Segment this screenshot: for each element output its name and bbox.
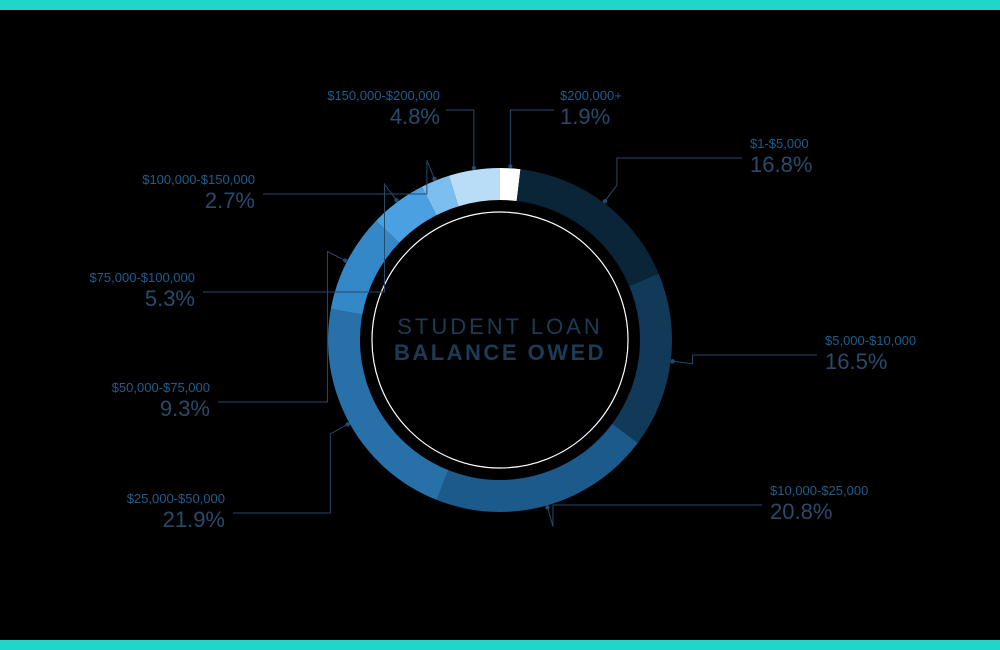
segment-pct-label: 2.7% bbox=[205, 188, 255, 213]
leader-line bbox=[233, 424, 348, 513]
segment-range-label: $100,000-$150,000 bbox=[142, 172, 255, 187]
segment-range-label: $50,000-$75,000 bbox=[112, 380, 210, 395]
leader-line bbox=[605, 158, 742, 201]
segment-range-label: $25,000-$50,000 bbox=[127, 491, 225, 506]
chart-title-line1: STUDENT LOAN bbox=[397, 314, 603, 339]
leader-dot bbox=[603, 199, 607, 203]
segment-range-label: $1-$5,000 bbox=[750, 136, 809, 151]
segment-pct-label: 21.9% bbox=[163, 507, 225, 532]
segment-pct-label: 5.3% bbox=[145, 286, 195, 311]
segment-pct-label: 20.8% bbox=[770, 499, 832, 524]
leader-dot bbox=[472, 166, 476, 170]
segment-pct-label: 16.5% bbox=[825, 349, 887, 374]
leader-line bbox=[547, 505, 762, 527]
segment-range-label: $200,000+ bbox=[560, 88, 622, 103]
segment-range-label: $5,000-$10,000 bbox=[825, 333, 916, 348]
leader-dot bbox=[346, 422, 350, 426]
leader-dot bbox=[394, 198, 398, 202]
leader-line bbox=[510, 110, 554, 166]
leader-line bbox=[218, 251, 345, 402]
leader-dot bbox=[508, 164, 512, 168]
donut-segment bbox=[437, 424, 638, 512]
segment-pct-label: 4.8% bbox=[390, 104, 440, 129]
leader-dot bbox=[343, 258, 347, 262]
leader-dot bbox=[432, 177, 436, 181]
chart-frame: STUDENT LOANBALANCE OWED $200,000+1.9% $1-… bbox=[0, 0, 1000, 650]
leader-line bbox=[263, 160, 434, 194]
chart-title-line2: BALANCE OWED bbox=[394, 340, 606, 365]
leader-line bbox=[673, 355, 817, 364]
leader-dot bbox=[670, 359, 674, 363]
donut-chart-svg: STUDENT LOANBALANCE OWED $200,000+1.9% $1-… bbox=[0, 10, 1000, 640]
segment-range-label: $150,000-$200,000 bbox=[327, 88, 440, 103]
segment-pct-label: 16.8% bbox=[750, 152, 812, 177]
segment-pct-label: 1.9% bbox=[560, 104, 610, 129]
segment-range-label: $75,000-$100,000 bbox=[89, 270, 195, 285]
leader-line bbox=[446, 110, 474, 168]
donut-segment bbox=[517, 169, 659, 286]
leader-dot bbox=[545, 505, 549, 509]
donut-segment bbox=[331, 221, 399, 315]
segment-pct-label: 9.3% bbox=[160, 396, 210, 421]
segment-range-label: $10,000-$25,000 bbox=[770, 483, 868, 498]
